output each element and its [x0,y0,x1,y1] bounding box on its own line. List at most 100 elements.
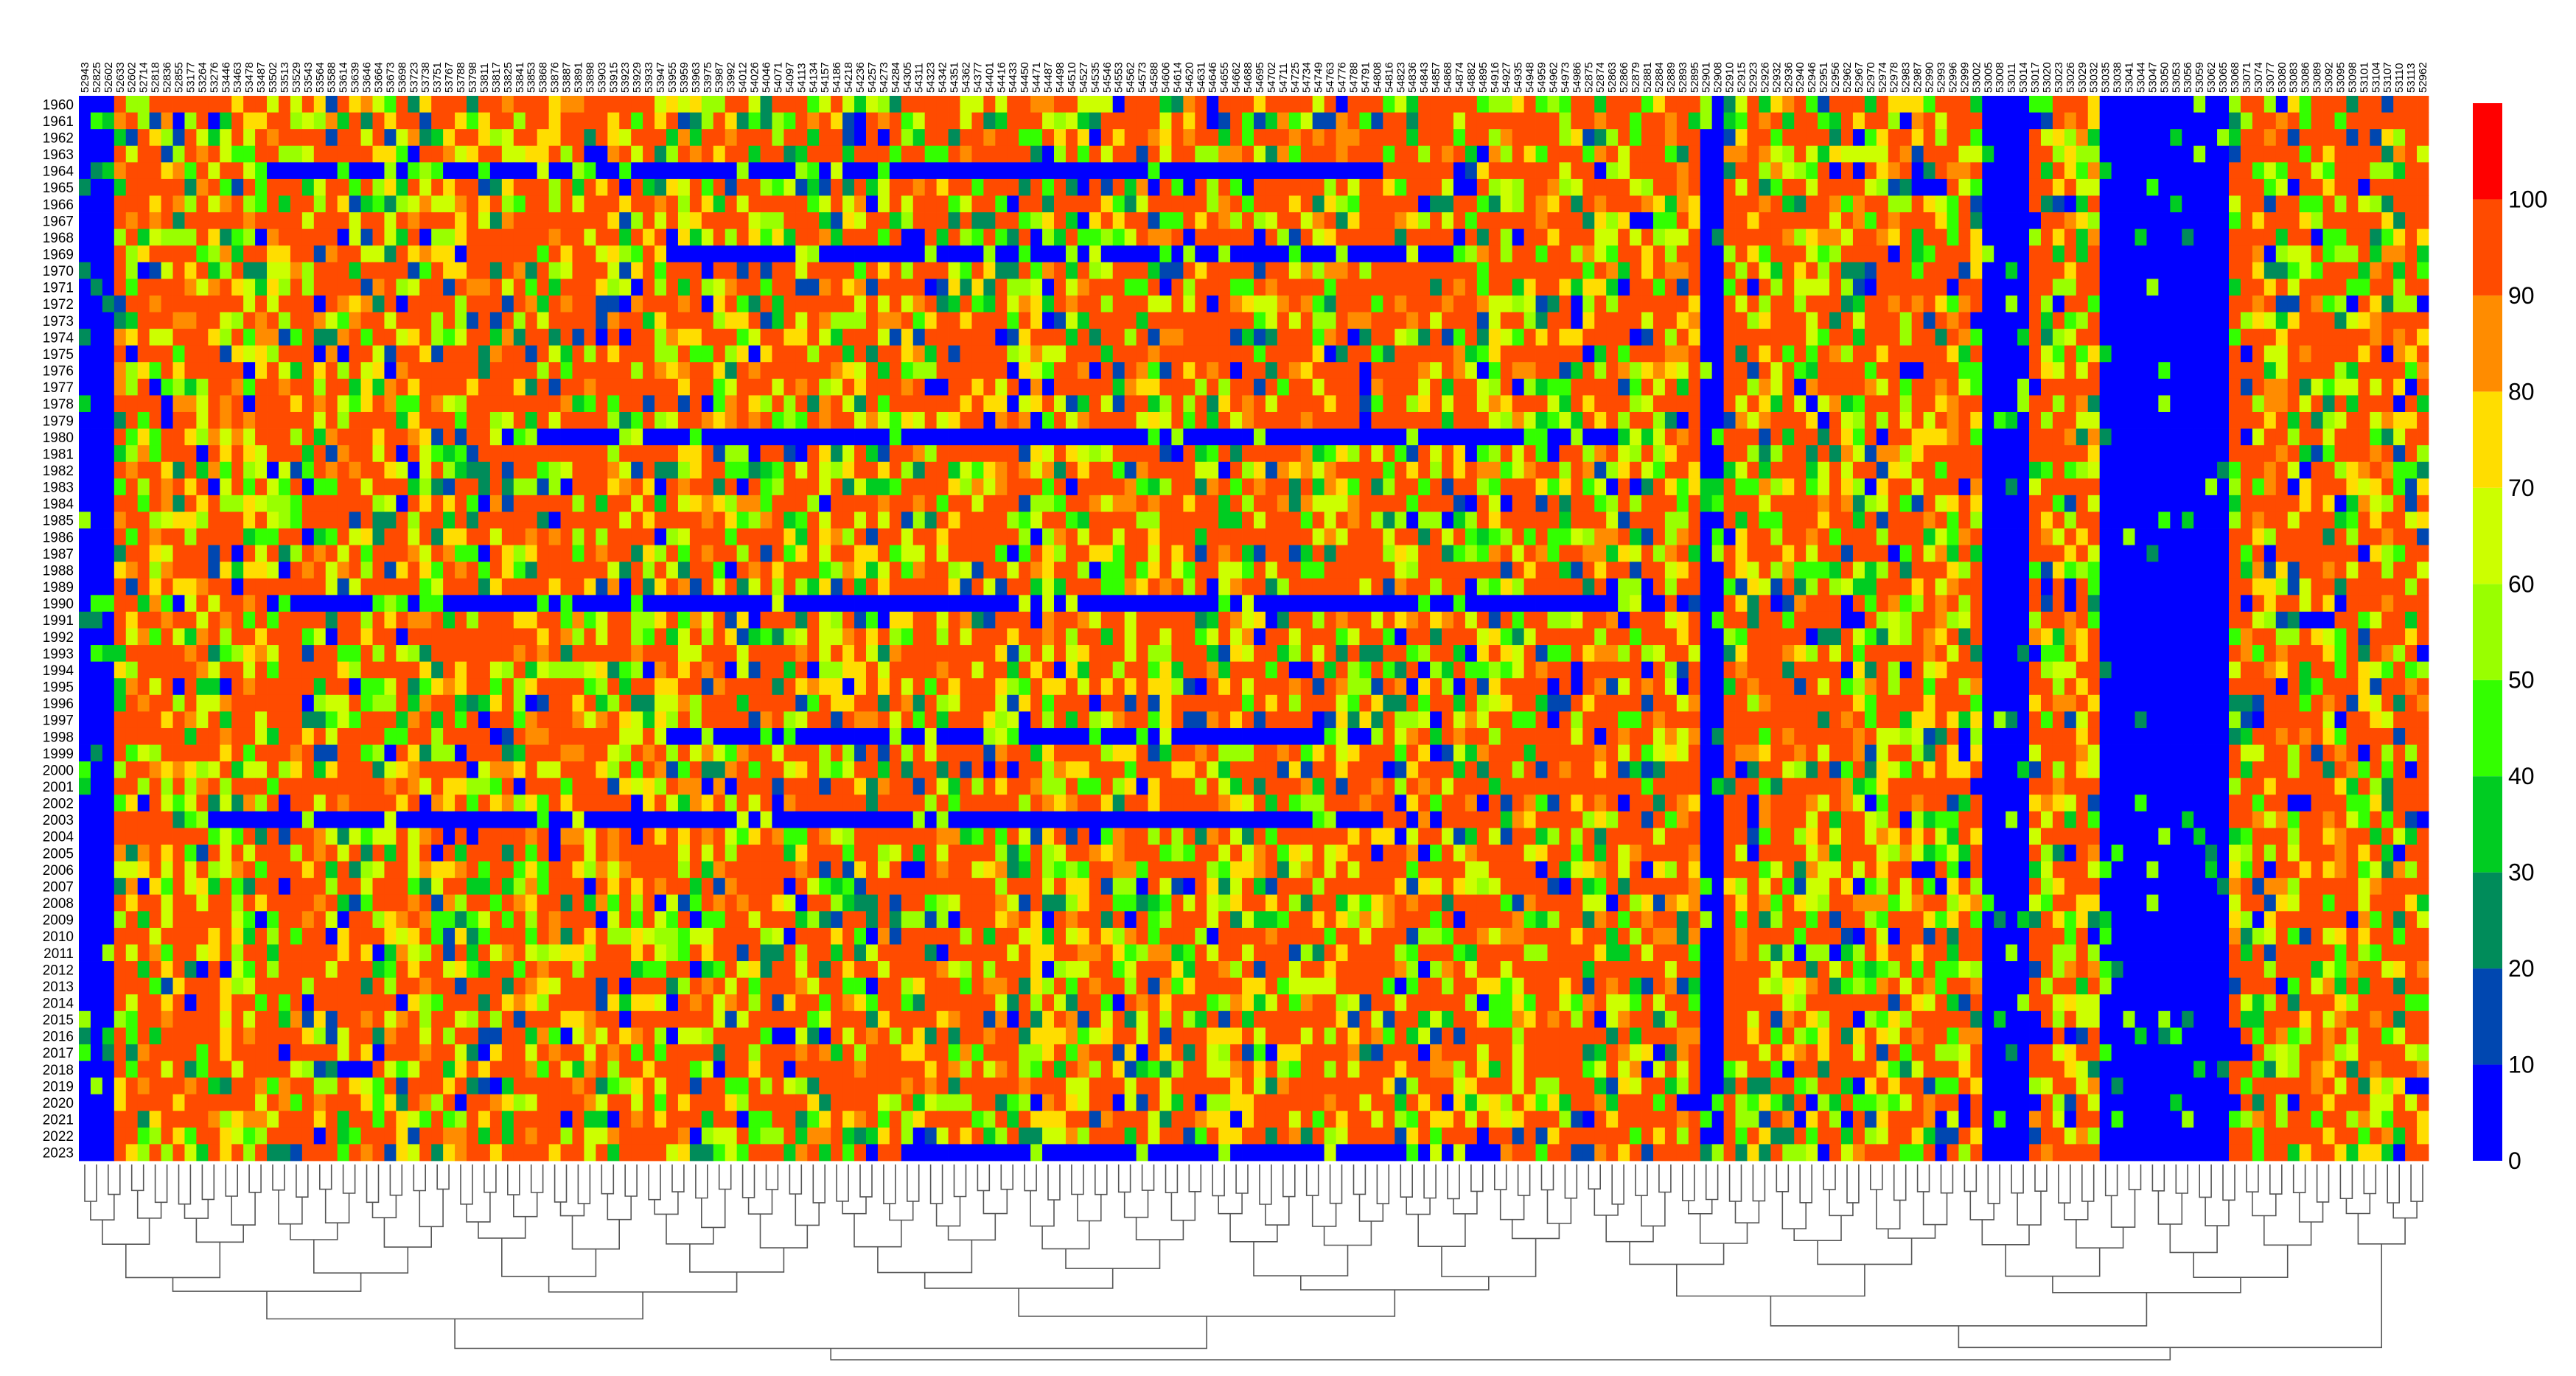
heatmap-cell [2040,345,2053,363]
heatmap-cell [971,112,984,130]
heatmap-cell [349,162,361,180]
heatmap-cell [1782,362,1795,380]
heatmap-cell [1312,212,1325,230]
heatmap-cell [1559,212,1571,230]
heatmap-cell [701,428,714,446]
heatmap-cell [301,461,315,479]
heatmap-cell [455,279,467,296]
heatmap-cell [1042,212,1055,230]
heatmap-cell [2417,245,2429,263]
heatmap-cell [1453,295,1466,312]
heatmap-cell [666,96,679,113]
heatmap-cell [231,428,244,446]
heatmap-cell [125,212,139,230]
heatmap-cell [501,96,514,113]
heatmap-cell [1994,378,2006,396]
heatmap-cell [1711,112,1724,130]
heatmap-cell [149,228,161,246]
heatmap-cell [1136,461,1148,479]
heatmap-cell [1171,428,1184,446]
heatmap-cell [172,428,185,446]
heatmap-cell [584,478,596,496]
heatmap-cell [1841,378,1854,396]
heatmap-cell [1007,445,1019,463]
heatmap-cell [2311,228,2323,246]
heatmap-cell [548,195,561,213]
heatmap-cell [1218,162,1231,180]
heatmap-cell [1970,329,1983,346]
heatmap-cell [560,245,573,263]
heatmap-cell [713,262,726,279]
heatmap-cell [1571,262,1583,279]
heatmap-cell [2135,212,2147,230]
heatmap-cell [2252,295,2265,312]
heatmap-cell [631,212,643,230]
heatmap-cell [1958,378,1971,396]
heatmap-cell [2417,428,2429,446]
heatmap-cell [1195,212,1207,230]
heatmap-cell [2146,395,2159,413]
heatmap-cell [677,362,691,380]
heatmap-cell [1042,345,1055,363]
column-label: 53264 [196,62,209,93]
heatmap-cell [2217,162,2230,180]
heatmap-cell [2322,461,2335,479]
heatmap-cell [1148,245,1160,263]
heatmap-cell [278,129,291,147]
heatmap-cell [2381,295,2394,312]
heatmap-cell [2229,428,2241,446]
heatmap-cell [1512,112,1525,130]
heatmap-cell [1430,228,1442,246]
heatmap-cell [713,295,726,312]
heatmap-cell [1676,411,1689,429]
heatmap-cell [2405,295,2418,312]
heatmap-cell [1430,395,1442,413]
heatmap-cell [255,112,268,130]
heatmap-cell [619,212,632,230]
heatmap-cell [1300,195,1313,213]
heatmap-cell [1935,162,1947,180]
heatmap-cell [619,279,632,296]
heatmap-cell [443,362,455,380]
heatmap-cell [1676,262,1689,279]
heatmap-cell [301,162,315,180]
heatmap-cell [2370,178,2382,196]
heatmap-cell [2405,279,2418,296]
heatmap-cell [537,112,549,130]
heatmap-cell [1347,228,1360,246]
heatmap-cell [2158,345,2171,363]
heatmap-cell [2111,411,2123,429]
heatmap-cell [1077,96,1090,113]
column-label: 52996 [1947,62,1959,93]
heatmap-cell [1618,96,1630,113]
heatmap-cell [1171,195,1184,213]
row-label: 2015 [43,1013,74,1028]
heatmap-cell [772,145,784,163]
heatmap-cell [360,245,373,263]
heatmap-cell [1112,279,1125,296]
heatmap-cell [2240,312,2253,329]
heatmap-cell [313,178,327,196]
heatmap-cell [1664,345,1678,363]
heatmap-cell [1089,378,1102,396]
heatmap-cell [1806,96,1818,113]
column-label: 53478 [243,62,256,93]
heatmap-cell [666,112,679,130]
heatmap-cell [2287,378,2300,396]
column-label: 52962 [1841,62,1854,93]
heatmap-cell [278,345,291,363]
heatmap-cell [1089,162,1102,180]
heatmap-cell [90,112,103,130]
heatmap-cell [1265,461,1278,479]
heatmap-cell [560,329,573,346]
heatmap-cell [1347,428,1360,446]
heatmap-cell [1888,345,1901,363]
heatmap-cell [713,461,726,479]
heatmap-cell [655,178,667,196]
heatmap-cell [1312,295,1325,312]
heatmap-cell [1488,345,1501,363]
heatmap-cell [2193,345,2206,363]
heatmap-cell [1700,162,1713,180]
heatmap-cell [2170,445,2182,463]
heatmap-cell [948,112,960,130]
